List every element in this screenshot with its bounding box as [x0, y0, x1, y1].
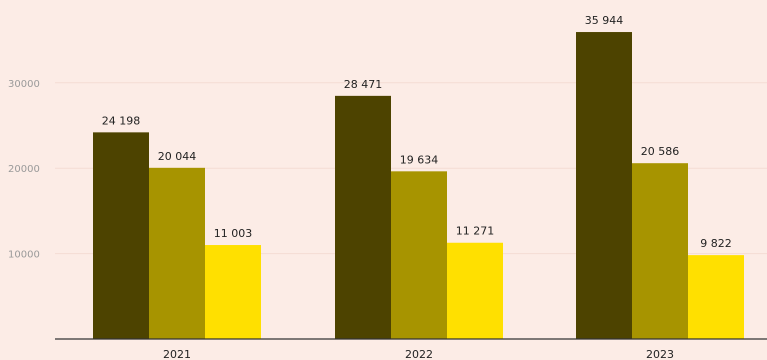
y-tick-label: 30000 — [8, 79, 40, 90]
data-label: 20 044 — [158, 150, 197, 163]
bar — [688, 255, 744, 339]
x-tick-label: 2022 — [405, 348, 433, 360]
x-tick-label: 2021 — [163, 348, 191, 360]
data-label: 20 586 — [641, 145, 680, 158]
data-label: 11 271 — [456, 225, 495, 238]
bar — [576, 32, 632, 339]
bar — [93, 132, 149, 339]
bar — [149, 167, 205, 339]
bar — [447, 242, 503, 339]
bar — [335, 95, 391, 339]
bar — [632, 163, 688, 339]
data-label: 35 944 — [585, 14, 624, 27]
bar — [205, 245, 261, 339]
data-label: 19 634 — [400, 153, 439, 166]
y-tick-label: 20000 — [8, 164, 40, 175]
data-label: 28 471 — [344, 78, 383, 91]
bar — [391, 171, 447, 339]
data-label: 11 003 — [214, 227, 253, 240]
data-label: 24 198 — [102, 114, 141, 127]
data-label: 9 822 — [700, 237, 732, 250]
y-tick-label: 10000 — [8, 250, 40, 261]
x-tick-label: 2023 — [646, 348, 674, 360]
